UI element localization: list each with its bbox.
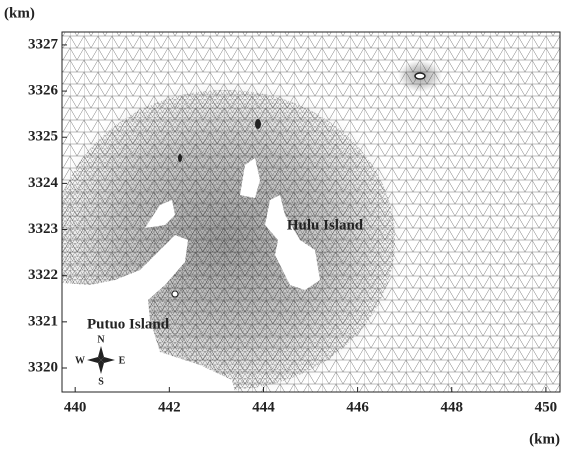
x-tick-label: 444 (252, 399, 275, 415)
y-tick-label: 3325 (28, 129, 58, 145)
compass-label: W (75, 355, 85, 366)
y-tick-label: 3326 (28, 83, 59, 99)
y-unit: (km) (4, 5, 35, 21)
islet (178, 154, 182, 162)
annotation: Hulu Island (287, 217, 364, 233)
annotation: Putuo Island (87, 316, 170, 332)
islet (172, 291, 178, 297)
x-tick-label: 446 (346, 399, 369, 415)
y-tick-label: 3322 (28, 267, 58, 283)
map-figure: (km) (km) Hulu Island Putuo Island N S E… (0, 0, 565, 453)
y-tick-label: 3323 (28, 221, 58, 237)
x-tick-label: 450 (535, 399, 558, 415)
compass-label: E (119, 355, 126, 366)
compass-label: N (97, 334, 105, 345)
y-tick-label: 3321 (28, 313, 58, 329)
mesh (45, 32, 560, 400)
x-tick-label: 442 (158, 399, 181, 415)
x-tick-label: 448 (440, 399, 463, 415)
islet (255, 119, 261, 129)
x-unit: (km) (529, 431, 560, 447)
y-tick-label: 3320 (28, 359, 58, 375)
compass-label: S (98, 376, 104, 387)
y-tick-label: 3324 (28, 175, 59, 191)
islet (415, 73, 425, 79)
y-tick-label: 3327 (28, 36, 59, 52)
x-tick-label: 440 (64, 399, 87, 415)
